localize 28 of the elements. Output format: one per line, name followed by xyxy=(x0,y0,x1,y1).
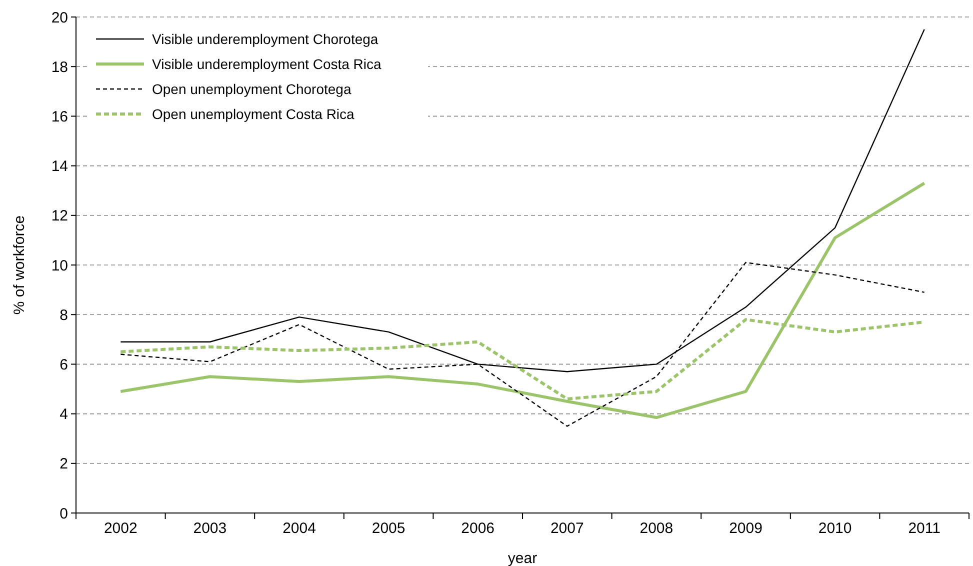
y-tick-label: 16 xyxy=(51,108,68,126)
y-tick-label: 0 xyxy=(60,505,68,522)
x-tick-label: 2006 xyxy=(461,520,495,537)
x-tick-label: 2005 xyxy=(372,520,406,537)
y-tick-label: 6 xyxy=(60,356,68,374)
legend-label: Open unemployment Chorotega xyxy=(152,80,352,97)
x-tick-label: 2003 xyxy=(193,520,227,537)
x-tick-label: 2007 xyxy=(550,520,584,537)
y-tick-label: 20 xyxy=(51,9,68,26)
x-tick-label: 2010 xyxy=(818,520,852,537)
line-series xyxy=(119,182,926,420)
legend-label: Visible underemployment Costa Rica xyxy=(152,56,382,72)
x-tick-label: 2004 xyxy=(282,520,316,537)
y-tick-label: 10 xyxy=(51,257,68,274)
y-tick-label: 8 xyxy=(60,306,68,324)
x-tick-label: 2008 xyxy=(640,520,674,537)
x-axis-title: year xyxy=(508,550,538,566)
legend-label: Open unemployment Costa Rica xyxy=(152,106,355,122)
x-tick-label: 2002 xyxy=(104,520,138,537)
y-tick-label: 14 xyxy=(51,158,68,176)
x-tick-label: 2009 xyxy=(729,520,762,537)
x-tick-label: 2011 xyxy=(908,520,940,537)
y-tick-label: 18 xyxy=(51,58,68,76)
legend-label: Visible underemployment Chorotega xyxy=(152,30,378,47)
y-tick-label: 4 xyxy=(60,406,68,424)
y-tick-label: 2 xyxy=(60,456,68,473)
y-axis-title: % of workforce xyxy=(11,215,28,315)
y-tick-label: 12 xyxy=(51,208,68,225)
